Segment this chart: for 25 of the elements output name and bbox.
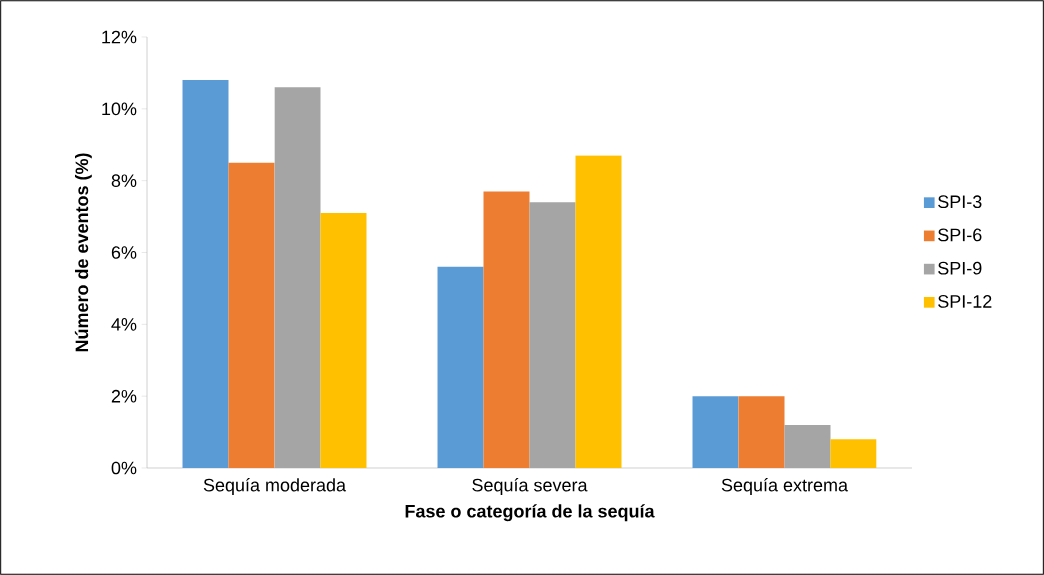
legend-label: SPI-9	[938, 261, 982, 275]
legend-label: SPI-3	[938, 195, 982, 209]
legend-label: SPI-12	[938, 295, 992, 308]
x-tick-label: Sequía extrema	[721, 478, 849, 496]
bar	[320, 212, 367, 468]
y-tick-label: 10%	[102, 102, 137, 116]
bar	[830, 439, 877, 468]
bar	[437, 266, 484, 468]
bar	[228, 162, 275, 468]
bar	[692, 396, 739, 468]
y-tick-label: 0%	[111, 461, 137, 475]
bar	[738, 396, 785, 468]
x-axis-title: Fase o categoría de la sequía	[405, 504, 655, 522]
bar	[182, 80, 229, 468]
legend-label: SPI-6	[938, 228, 982, 242]
x-tick-label: Sequía severa	[472, 478, 588, 496]
bar	[575, 155, 622, 468]
x-tick-label: Sequía moderada	[203, 478, 347, 496]
y-tick-label: 12%	[102, 30, 137, 44]
y-tick-label: 4%	[111, 318, 137, 331]
y-tick-label: 6%	[111, 246, 137, 259]
y-tick-label: 8%	[111, 174, 137, 188]
bar	[483, 191, 530, 468]
y-axis-title: Número de eventos (%)	[74, 153, 92, 352]
y-tick-label: 2%	[111, 389, 137, 403]
